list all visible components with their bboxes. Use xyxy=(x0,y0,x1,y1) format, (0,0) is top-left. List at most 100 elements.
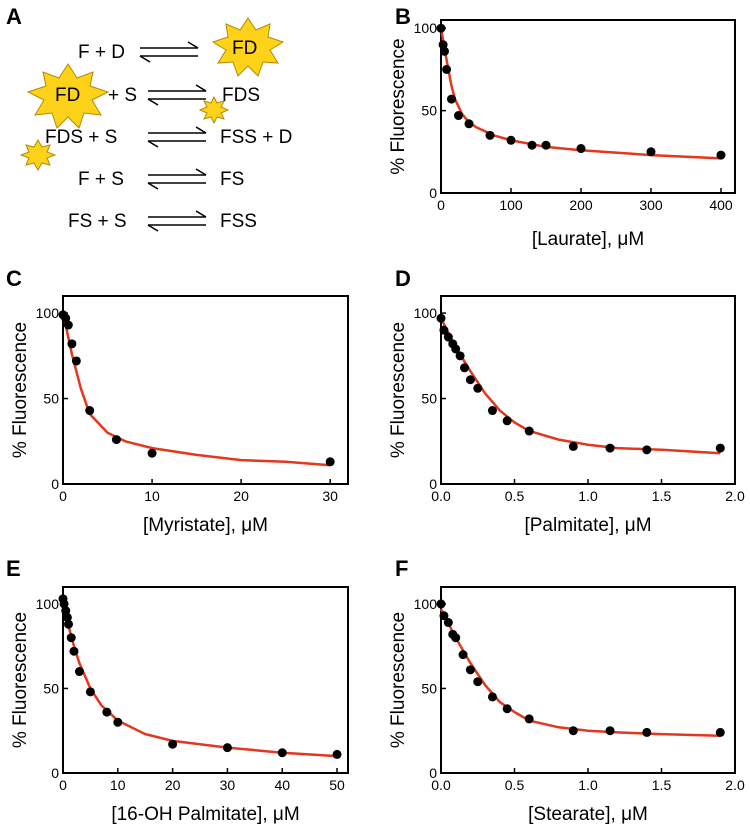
eq1-left: F + D xyxy=(78,42,125,63)
fit-curve-e xyxy=(61,603,338,758)
x-tick-label-c-2: 20 xyxy=(233,488,249,504)
data-point-e-6 xyxy=(69,646,79,656)
data-point-d-5 xyxy=(455,351,465,361)
data-point-f-0 xyxy=(436,599,446,609)
eq5-equilibrium-arrow-icon xyxy=(147,210,207,232)
data-point-b-2 xyxy=(440,46,449,56)
data-point-e-11 xyxy=(168,739,178,749)
y-tick-label-c-2: 100 xyxy=(36,305,60,321)
data-point-e-8 xyxy=(85,687,95,697)
fit-curve-c xyxy=(61,312,331,467)
data-point-d-8 xyxy=(473,383,483,393)
y-axis-title-b: % Fluorescence xyxy=(388,38,409,174)
data-point-f-11 xyxy=(568,726,578,736)
data-point-c-3 xyxy=(67,339,77,349)
data-point-b-0 xyxy=(436,23,446,33)
data-point-f-5 xyxy=(458,650,468,660)
eq2-left-star: FD xyxy=(55,85,80,106)
y-tick-label-b-2: 100 xyxy=(414,20,438,36)
plot-frame-f xyxy=(440,586,736,774)
data-point-b-9 xyxy=(527,140,537,150)
data-point-b-13 xyxy=(716,150,726,160)
x-tick-label-b-2: 200 xyxy=(569,197,593,213)
eq2-equilibrium-arrow-icon xyxy=(147,84,207,106)
data-point-d-14 xyxy=(642,445,652,455)
fd-burst-large-icon xyxy=(26,63,110,129)
panel-a: A F + D FD FD + S FD FDS FDS + S xyxy=(6,4,292,232)
data-point-e-12 xyxy=(222,743,232,753)
chart-e: E 0 10 20 30 40 50 0 50 100 [16-OH Palmitate], μM%… xyxy=(6,556,349,825)
data-point-f-4 xyxy=(451,633,461,643)
fit-curve-f xyxy=(439,608,721,738)
x-tick-label-d-2: 1.0 xyxy=(578,488,598,504)
y-axis-title-f: % Fluorescence xyxy=(388,612,409,748)
y-tick-label-c-0: 0 xyxy=(51,476,59,492)
data-point-f-14 xyxy=(715,727,725,737)
y-tick-label-e-1: 50 xyxy=(43,680,59,696)
data-point-b-7 xyxy=(485,130,495,140)
data-point-f-1 xyxy=(439,611,449,621)
fit-curve-b xyxy=(439,27,722,160)
panel-d-letter: D xyxy=(395,266,411,291)
data-point-d-11 xyxy=(524,426,534,436)
y-tick-label-f-0: 0 xyxy=(429,765,437,781)
x-tick-label-f-3: 1.5 xyxy=(652,777,672,793)
data-point-f-7 xyxy=(473,677,483,687)
y-tick-label-e-0: 0 xyxy=(51,765,59,781)
eq2-left: + S xyxy=(108,85,137,106)
plot-frame-b xyxy=(440,19,736,194)
data-point-d-12 xyxy=(568,441,578,451)
data-point-c-4 xyxy=(71,356,81,366)
panel-e-letter: E xyxy=(6,556,21,581)
eq2-right-label: FDS xyxy=(222,85,260,106)
y-tick-label-f-1: 50 xyxy=(421,680,437,696)
y-axis-title-e: % Fluorescence xyxy=(10,612,31,748)
data-point-d-2 xyxy=(443,332,453,342)
data-point-e-9 xyxy=(102,707,112,717)
x-tick-label-e-0: 0 xyxy=(59,777,67,793)
data-point-d-1 xyxy=(439,325,449,335)
panel-c-letter: C xyxy=(6,266,22,291)
chart-f: F 0.0 0.5 1.0 1.5 2.0 0 50 100 [Stearate], μM % Fl… xyxy=(388,556,745,825)
y-tick-label-d-0: 0 xyxy=(429,476,437,492)
x-tick-label-f-0: 0.0 xyxy=(431,777,451,793)
y-tick-label-d-1: 50 xyxy=(421,391,437,407)
x-tick-label-d-3: 1.5 xyxy=(652,488,672,504)
plot-frame-d xyxy=(440,295,736,485)
x-axis-title-c: [Myristate], μM xyxy=(143,515,268,536)
eq4-left: F + S xyxy=(78,169,124,190)
eq5-left: FS + S xyxy=(68,211,127,232)
x-tick-label-d-4: 2.0 xyxy=(725,488,745,504)
data-point-b-4 xyxy=(447,94,456,104)
y-tick-label-b-1: 50 xyxy=(421,103,437,119)
data-point-c-5 xyxy=(85,406,95,416)
data-point-d-7 xyxy=(465,375,475,385)
x-tick-label-f-1: 0.5 xyxy=(505,777,525,793)
data-point-e-10 xyxy=(113,717,123,727)
panel-a-letter: A xyxy=(6,4,22,29)
y-tick-label-c-1: 50 xyxy=(43,391,59,407)
plot-frame-e xyxy=(62,586,349,774)
x-tick-label-b-4: 400 xyxy=(709,197,733,213)
eq5-right: FSS xyxy=(220,211,257,232)
y-axis-title-d: % Fluorescence xyxy=(388,322,409,458)
x-tick-label-b-1: 100 xyxy=(499,197,523,213)
data-point-e-13 xyxy=(277,748,287,758)
data-point-c-6 xyxy=(111,435,121,445)
data-point-f-13 xyxy=(642,727,652,737)
plot-frame-c xyxy=(62,295,349,485)
x-axis-title-e: [16-OH Palmitate], μM xyxy=(111,804,299,825)
data-point-b-8 xyxy=(506,135,516,145)
data-point-f-9 xyxy=(502,704,512,714)
eq1-equilibrium-arrow-icon xyxy=(139,41,199,63)
data-point-e-14 xyxy=(332,749,342,759)
x-tick-label-f-2: 1.0 xyxy=(578,777,598,793)
data-point-b-3 xyxy=(442,64,452,74)
data-point-b-5 xyxy=(454,111,463,121)
y-tick-label-e-2: 100 xyxy=(36,596,60,612)
x-tick-label-e-2: 20 xyxy=(165,777,181,793)
x-tick-label-c-3: 30 xyxy=(322,488,338,504)
x-tick-label-c-1: 10 xyxy=(144,488,160,504)
